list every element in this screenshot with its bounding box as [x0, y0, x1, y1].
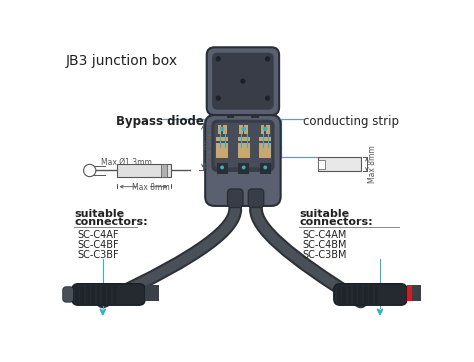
Text: JB3 junction box: JB3 junction box	[66, 54, 178, 68]
Circle shape	[216, 96, 220, 100]
Bar	[374, 286, 378, 304]
Bar	[245, 125, 248, 134]
Bar	[75, 286, 79, 304]
Circle shape	[242, 165, 246, 169]
Bar	[358, 286, 362, 304]
Text: connectors:: connectors:	[74, 218, 148, 227]
Circle shape	[220, 165, 224, 169]
Text: suitable: suitable	[299, 209, 349, 219]
Bar	[411, 285, 421, 300]
Bar	[145, 285, 159, 300]
Text: SC-C4BM: SC-C4BM	[302, 240, 346, 250]
Bar	[113, 286, 117, 304]
Bar	[259, 143, 272, 158]
Bar	[97, 286, 100, 304]
Bar	[237, 143, 250, 158]
Bar	[319, 160, 325, 169]
Circle shape	[265, 96, 270, 100]
Bar	[261, 125, 264, 134]
FancyBboxPatch shape	[228, 189, 243, 207]
Bar	[369, 286, 373, 304]
Text: SC-C4AF: SC-C4AF	[77, 230, 119, 240]
FancyBboxPatch shape	[212, 53, 273, 110]
Bar	[227, 115, 235, 118]
Bar	[364, 286, 368, 304]
Circle shape	[216, 57, 220, 61]
Bar	[347, 286, 352, 304]
Circle shape	[83, 164, 96, 177]
Text: Max Ø1.3mm: Max Ø1.3mm	[101, 157, 152, 167]
Bar	[216, 138, 228, 141]
FancyBboxPatch shape	[205, 115, 281, 206]
Circle shape	[265, 57, 270, 61]
Bar	[353, 286, 357, 304]
Bar	[86, 286, 90, 304]
Bar	[239, 125, 243, 134]
Text: SC-C3BF: SC-C3BF	[77, 250, 119, 260]
Circle shape	[240, 79, 246, 84]
Bar	[217, 163, 228, 173]
Circle shape	[264, 165, 267, 169]
FancyBboxPatch shape	[211, 120, 274, 172]
FancyBboxPatch shape	[207, 47, 279, 115]
Text: Bypass diode: Bypass diode	[116, 115, 204, 128]
Bar	[259, 138, 272, 141]
FancyBboxPatch shape	[214, 123, 272, 167]
Circle shape	[220, 127, 225, 131]
Text: SC-C4BF: SC-C4BF	[77, 240, 119, 250]
Circle shape	[241, 127, 246, 131]
Text: Max Ø8mm: Max Ø8mm	[204, 125, 213, 168]
Bar	[260, 163, 271, 173]
Text: SC-C3BM: SC-C3BM	[302, 250, 346, 260]
FancyBboxPatch shape	[63, 287, 73, 302]
Bar	[218, 125, 221, 134]
Text: suitable: suitable	[74, 209, 124, 219]
Bar	[223, 125, 227, 134]
Bar	[117, 164, 171, 177]
FancyBboxPatch shape	[248, 189, 264, 207]
Bar	[161, 164, 167, 177]
Bar	[108, 286, 111, 304]
Bar	[337, 286, 341, 304]
Bar	[237, 138, 250, 141]
Bar	[102, 286, 106, 304]
Bar	[407, 285, 411, 300]
FancyBboxPatch shape	[334, 284, 407, 305]
FancyBboxPatch shape	[72, 284, 145, 305]
Bar	[238, 163, 249, 173]
Bar	[319, 157, 361, 171]
Bar	[81, 286, 84, 304]
Bar	[91, 286, 95, 304]
Text: SC-C4AM: SC-C4AM	[302, 230, 346, 240]
Bar	[342, 286, 346, 304]
Text: connectors:: connectors:	[299, 218, 373, 227]
Bar	[216, 143, 228, 158]
Text: Max 8mm: Max 8mm	[132, 183, 170, 192]
Circle shape	[263, 127, 267, 131]
Text: Max 8mm: Max 8mm	[368, 146, 377, 183]
Bar	[266, 125, 270, 134]
Text: conducting strip: conducting strip	[303, 115, 399, 128]
Bar	[251, 115, 259, 118]
